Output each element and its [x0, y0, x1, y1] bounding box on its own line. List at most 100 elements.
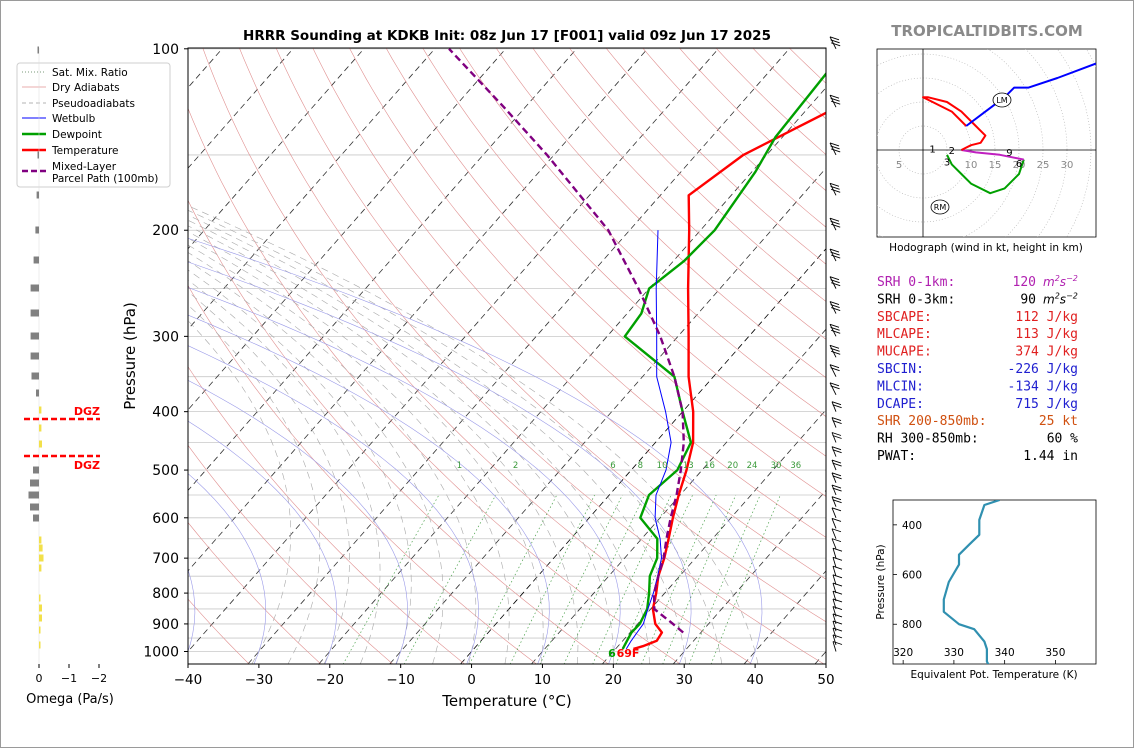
barb-flag	[831, 329, 841, 334]
wind-barb	[829, 94, 841, 108]
isotherm	[188, 48, 365, 250]
index-value: 25 kt	[1039, 414, 1078, 429]
barb-flag	[831, 254, 841, 259]
y-tick-label: 100	[152, 42, 179, 58]
barb-staff	[832, 582, 837, 594]
surface-temperature-label: 69F	[617, 647, 640, 660]
wind-barb	[832, 565, 843, 577]
isotherm	[247, 48, 791, 664]
index-value: 60 %	[1047, 432, 1078, 447]
index-label: SHR 200-850mb:	[877, 414, 987, 429]
omega-bar	[39, 440, 42, 448]
omega-tick-label: −1	[61, 672, 77, 685]
barb-staff	[831, 518, 837, 529]
isotherm	[188, 48, 507, 411]
barb-flag	[832, 620, 843, 625]
index-value: 374 J/kg	[1015, 345, 1078, 360]
y-tick-label: 300	[152, 329, 179, 345]
omega-bar	[39, 614, 42, 622]
legend-label-line: Parcel Path (100mb)	[52, 173, 158, 185]
y-tick-label: 200	[152, 223, 179, 239]
barb-staff	[832, 548, 837, 559]
isotherm	[188, 48, 295, 169]
index-label: SBCAPE:	[877, 310, 932, 325]
storm-motion-marker	[930, 199, 950, 215]
isotherm	[188, 48, 649, 572]
wind-barb	[831, 417, 842, 428]
omega-panel: DGZ DGZ 0 −1 −2	[24, 46, 107, 685]
index-label: MLCIN:	[877, 379, 924, 394]
index-value: 120	[1013, 275, 1036, 290]
mixing-ratio-label: 2	[513, 461, 518, 471]
omega-tick-label: −2	[91, 672, 107, 685]
omega-bar	[33, 514, 39, 522]
wind-barb	[829, 276, 841, 289]
dry-adiabat	[275, 48, 826, 623]
barb-staff	[831, 459, 837, 471]
wind-barb	[832, 634, 843, 646]
theta-x-tick-label: 330	[944, 647, 964, 659]
omega-bar	[37, 151, 39, 159]
barb-staff	[831, 446, 837, 457]
barb-staff	[829, 301, 837, 314]
barb-flag	[832, 420, 842, 424]
barb-flag	[830, 385, 840, 390]
index-value: 112 J/kg	[1015, 310, 1078, 325]
barb-flag	[829, 382, 840, 387]
pseudoadiabat	[188, 304, 321, 664]
index-unit: m2s−2	[1043, 291, 1078, 306]
barb-flag	[832, 487, 842, 492]
index-label: SRH 0-3km:	[877, 292, 955, 307]
barb-staff	[831, 507, 837, 518]
dry-adiabat	[715, 48, 826, 155]
wind-barb	[831, 459, 842, 471]
barb-flag	[830, 367, 840, 372]
barb-flag	[831, 100, 841, 105]
barb-flag	[829, 36, 840, 41]
omega-bar	[39, 406, 42, 414]
omega-bar	[30, 332, 39, 340]
omega-bar	[37, 46, 39, 54]
pseudoadiabat	[188, 214, 686, 664]
omega-bar	[36, 191, 39, 199]
moist-adiabat-line	[188, 314, 550, 664]
x-tick-label: 10	[534, 672, 551, 688]
parcel-path-line	[448, 48, 685, 634]
hodograph-trace	[965, 62, 1096, 127]
dgz-label: DGZ	[74, 405, 100, 418]
omega-bar	[39, 604, 42, 612]
wind-barb	[831, 401, 842, 412]
barb-staff	[831, 538, 837, 549]
dry-adiabat	[679, 48, 826, 192]
index-label: MUCAPE:	[877, 345, 932, 360]
x-tick-label: 50	[817, 672, 834, 688]
y-tick-label: 900	[152, 617, 179, 633]
wind-barb	[829, 323, 841, 337]
barb-staff	[831, 432, 837, 443]
x-tick-label: 40	[747, 672, 764, 688]
wind-barb	[831, 472, 842, 484]
isotherm	[188, 48, 578, 491]
theta-e-panel: 320 330 340 350 400 600 800 Equivalent Pot. Te…	[875, 499, 1097, 681]
legend-label-wetbulb: Wetbulb	[52, 113, 96, 125]
skewt-series	[448, 48, 826, 651]
barb-flag	[832, 499, 842, 504]
mixing-ratio-label: 8	[638, 461, 643, 471]
moist-adiabat-line	[188, 473, 267, 664]
hodograph-trace	[946, 154, 1025, 195]
surface-dewpoint-label: 6	[608, 647, 616, 660]
omega-bar	[30, 309, 39, 317]
y-tick-label: 500	[152, 463, 179, 479]
isotherm	[188, 48, 720, 653]
index-label: RH 300-850mb:	[877, 432, 979, 447]
indices-table: SRH 0-1km: 120 m2s−2 SRH 0-3km: 90 m2s−2 SBCAP…	[877, 274, 1078, 464]
moist-adiabat-line	[188, 261, 692, 664]
legend: Sat. Mix. Ratio Dry Adiabats Pseudoadiab…	[16, 62, 171, 188]
skewt-plot-border	[187, 47, 827, 665]
mixing-ratio-line	[710, 494, 781, 664]
mixing-ratio-label: 10	[657, 461, 668, 471]
y-axis-label: Pressure (hPa)	[121, 302, 139, 410]
barb-flag	[830, 347, 840, 352]
barb-flag	[831, 350, 841, 355]
legend-box	[16, 62, 171, 188]
